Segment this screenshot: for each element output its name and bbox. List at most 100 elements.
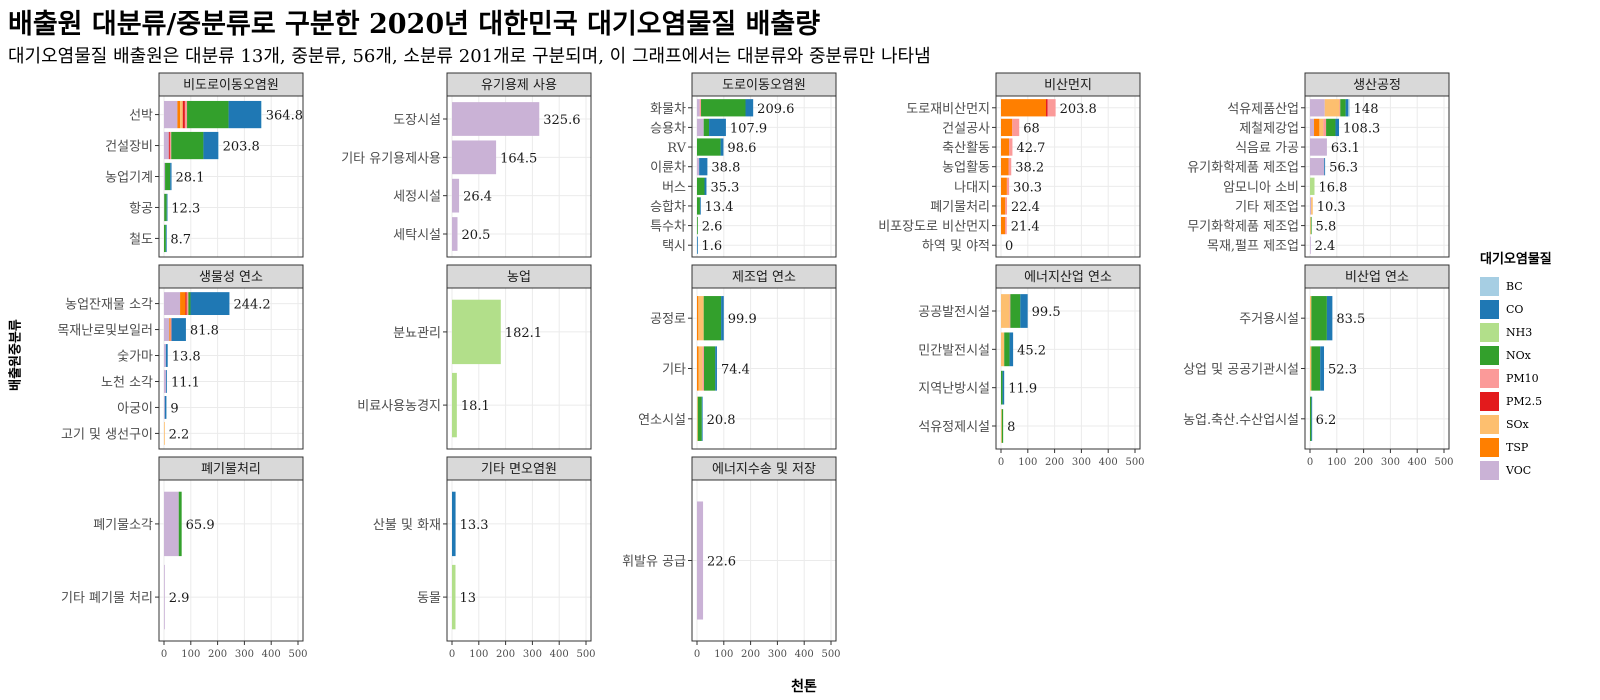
- x-tick-label: 500: [821, 649, 840, 660]
- bar-segment: [1348, 99, 1350, 117]
- legend-item: PM2.5: [1480, 390, 1552, 413]
- bar-segment: [164, 370, 167, 393]
- panel-border: [158, 479, 304, 642]
- bar-segment: [1310, 138, 1327, 156]
- bar-segment: [698, 296, 704, 341]
- y-tick-label: 건설장비: [105, 140, 153, 155]
- legend-title: 대기오염물질: [1480, 252, 1552, 267]
- bar-segment: [1006, 177, 1010, 195]
- legend-label: NOx: [1506, 349, 1531, 362]
- x-tick-label: 300: [768, 649, 787, 660]
- y-tick-label: 연소시설: [638, 413, 686, 428]
- bar-segment: [697, 396, 702, 441]
- panel: 유기용제 사용 325.6 도장시설 164.5 기타 유기용제사용 26.4 세정시설 20…: [341, 72, 592, 258]
- x-tick-label: 100: [181, 649, 200, 660]
- y-tick-label: 농업기계: [105, 171, 153, 186]
- x-tick-label: 300: [523, 649, 542, 660]
- y-tick-label: 세탁시설: [393, 228, 441, 243]
- bar-segment: [186, 292, 189, 316]
- y-tick-label: 목재,펄프 제조업: [1207, 239, 1299, 254]
- bar-segment: [165, 224, 167, 253]
- data-label: 13.3: [460, 518, 489, 533]
- x-tick-label: 200: [208, 649, 227, 660]
- bar-segment: [697, 296, 699, 341]
- y-tick-label: 폐기물처리: [930, 200, 990, 215]
- panel: 기타 면오염원 13.3 산불 및 화재 13 동물 0 100 200 300 400 500: [373, 456, 596, 660]
- legend-swatch: [1480, 300, 1499, 319]
- bar-segment: [452, 491, 456, 557]
- y-tick-label: 민간발전시설: [918, 343, 990, 358]
- data-label: 22.4: [1011, 200, 1040, 215]
- bar-segment: [1001, 332, 1005, 367]
- bar-segment: [1323, 118, 1327, 137]
- bar-segment: [697, 138, 721, 156]
- bar-segment: [218, 131, 219, 160]
- legend-swatch: [1480, 438, 1499, 457]
- panel-background: [159, 480, 303, 641]
- panel-border: [446, 287, 592, 450]
- legend-swatch: [1480, 461, 1499, 480]
- data-label: 8.7: [170, 232, 191, 247]
- data-label: 11.9: [1008, 382, 1037, 397]
- x-tick-label: 300: [1381, 457, 1400, 468]
- bar-segment: [169, 318, 171, 341]
- bar-segment: [184, 100, 188, 129]
- bar-segment: [170, 162, 172, 191]
- data-label: 56.3: [1329, 161, 1358, 176]
- panel-border: [446, 95, 592, 258]
- panel-border: [1304, 287, 1450, 450]
- x-tick-label: 400: [795, 649, 814, 660]
- bar-segment: [261, 100, 262, 129]
- x-tick-label: 500: [288, 649, 307, 660]
- bar-segment: [1324, 158, 1326, 176]
- data-label: 364.8: [266, 109, 303, 124]
- panel-border: [995, 287, 1141, 450]
- x-tick-label: 400: [1099, 457, 1118, 468]
- bar-segment: [166, 370, 167, 393]
- y-tick-label: RV: [667, 141, 686, 156]
- legend-item: BC: [1480, 275, 1552, 298]
- data-label: 21.4: [1011, 220, 1040, 235]
- bar-segment: [452, 217, 458, 251]
- y-tick-label: 비료사용농경지: [357, 399, 441, 414]
- data-label: 42.7: [1016, 141, 1045, 156]
- data-label: 83.5: [1336, 312, 1365, 327]
- bar-segment: [1020, 294, 1028, 328]
- bar-segment: [1009, 138, 1013, 156]
- data-label: 68: [1023, 121, 1040, 136]
- y-axis-label: 배출원중분류: [8, 319, 24, 391]
- y-tick-label: 하역 및 야적: [922, 239, 990, 254]
- legend-label: PM2.5: [1506, 395, 1543, 408]
- panel: 생물성 연소 244.2 농업잔재물 소각 81.8 목재난로및보일러 13.8 숯가마 11…: [57, 264, 304, 450]
- bar-segment: [228, 100, 262, 129]
- y-tick-label: 철도: [129, 232, 153, 247]
- x-tick-label: 400: [550, 649, 569, 660]
- x-axis-label: 천톤: [791, 679, 817, 695]
- y-tick-label: 농업잔재물 소각: [65, 298, 153, 313]
- bar-segment: [164, 396, 165, 419]
- bar-segment: [452, 372, 457, 438]
- bar-segment: [1002, 370, 1005, 405]
- bar-segment: [1009, 294, 1011, 328]
- y-tick-label: 숯가마: [117, 350, 153, 365]
- data-label: 2.9: [169, 591, 190, 606]
- bar-segment: [1310, 216, 1312, 235]
- y-tick-label: 동물: [417, 591, 441, 606]
- y-tick-label: 산불 및 화재: [373, 518, 441, 533]
- legend-item: VOC: [1480, 459, 1552, 482]
- bar-segment: [1345, 99, 1349, 117]
- x-tick-label: 300: [1072, 457, 1091, 468]
- data-label: 52.3: [1328, 363, 1357, 378]
- bar-segment: [1001, 216, 1006, 235]
- bar-segment: [1311, 296, 1327, 341]
- data-label: 81.8: [190, 324, 219, 339]
- panel-border: [691, 95, 837, 258]
- bar-segment: [180, 292, 186, 316]
- bar-segment: [1310, 216, 1311, 235]
- x-tick-label: 400: [262, 649, 281, 660]
- panel-border: [691, 479, 837, 642]
- y-tick-label: 화물차: [650, 102, 686, 117]
- y-tick-label: 비포장도로 비산먼지: [878, 220, 990, 235]
- data-label: 35.3: [710, 180, 739, 195]
